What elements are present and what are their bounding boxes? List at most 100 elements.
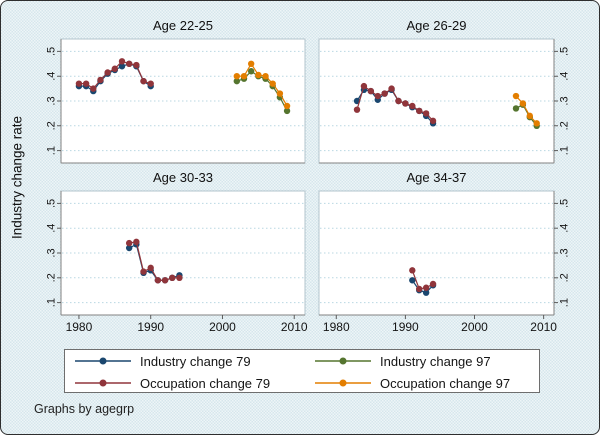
data-point bbox=[161, 277, 169, 284]
data-point bbox=[283, 107, 291, 115]
data-point bbox=[125, 60, 133, 67]
data-point bbox=[374, 92, 381, 100]
graphs-by-note: Graphs by agegrp bbox=[34, 402, 135, 416]
y-tick-label: .5 bbox=[46, 47, 58, 56]
data-point bbox=[429, 117, 437, 125]
x-tick-label: 2000 bbox=[461, 320, 488, 334]
y-tick-label: .1 bbox=[46, 146, 58, 155]
data-point bbox=[133, 61, 140, 69]
legend: Industry change 79 Occupation change 79 … bbox=[64, 349, 540, 393]
data-point bbox=[381, 90, 388, 97]
panel-age-30-33: .5 .4 .3 .2 .1 1980 1990 2000 2010 bbox=[46, 190, 308, 334]
legend-symbol-occupation-97-icon bbox=[315, 379, 371, 387]
y-tick-label: .2 bbox=[46, 273, 58, 282]
data-point bbox=[125, 244, 133, 252]
data-point bbox=[360, 82, 368, 90]
series-line-occupation-change-79 bbox=[411, 270, 434, 290]
legend-symbol-occupation-79-icon bbox=[75, 379, 131, 387]
data-point bbox=[82, 80, 90, 87]
data-point bbox=[422, 289, 430, 296]
legend-entry-industry-79: Industry change 79 bbox=[75, 354, 315, 369]
y-tick-label: .4 bbox=[559, 72, 571, 81]
y-axis-title: Industry change rate bbox=[9, 115, 25, 240]
data-point bbox=[402, 100, 409, 107]
y-tick-label: .2 bbox=[559, 273, 571, 282]
y-tick-label: .1 bbox=[46, 298, 58, 307]
data-point bbox=[118, 63, 126, 70]
data-point bbox=[75, 80, 83, 87]
y-tick-label: .3 bbox=[46, 96, 58, 105]
data-point bbox=[269, 80, 276, 87]
y-tick-label: .3 bbox=[559, 248, 571, 257]
data-point bbox=[276, 90, 284, 97]
data-point bbox=[422, 110, 430, 117]
panel-title-age-22-25: Age 22-25 bbox=[153, 18, 213, 33]
data-point bbox=[416, 107, 423, 115]
data-point bbox=[104, 69, 111, 76]
y-tick-label: .2 bbox=[559, 121, 571, 130]
data-point bbox=[409, 267, 416, 274]
legend-label: Occupation change 79 bbox=[140, 375, 271, 391]
legend-label: Occupation change 97 bbox=[380, 375, 511, 391]
y-tick-label: .4 bbox=[559, 224, 571, 233]
data-point bbox=[125, 239, 133, 247]
y-tick-label: .1 bbox=[559, 298, 571, 307]
x-tick-label: 2010 bbox=[530, 320, 557, 334]
y-tick-label: .4 bbox=[46, 224, 58, 233]
data-point bbox=[255, 71, 262, 79]
data-point bbox=[353, 106, 361, 113]
data-point bbox=[512, 105, 520, 112]
x-tick-label: 2010 bbox=[281, 320, 308, 334]
data-point bbox=[429, 280, 437, 288]
data-point bbox=[140, 77, 147, 85]
data-point bbox=[533, 120, 540, 127]
x-tick-label: 1990 bbox=[392, 320, 419, 334]
panel-title-age-34-37: Age 34-37 bbox=[406, 170, 467, 185]
data-point bbox=[512, 92, 520, 100]
legend-entry-occupation-79: Occupation change 79 bbox=[75, 376, 315, 391]
data-point bbox=[154, 277, 162, 284]
data-point bbox=[247, 68, 255, 75]
x-tick-label: 1980 bbox=[323, 320, 350, 334]
data-point bbox=[233, 77, 241, 85]
legend-symbol-industry-79-icon bbox=[75, 357, 131, 365]
data-point bbox=[147, 264, 154, 272]
panel-title-age-30-33: Age 30-33 bbox=[153, 170, 213, 185]
y-tick-label: .2 bbox=[46, 121, 58, 130]
legend-label: Industry change 97 bbox=[380, 353, 491, 369]
data-point bbox=[519, 100, 527, 107]
y-tick-label: .5 bbox=[559, 47, 571, 56]
x-tick-label: 1980 bbox=[66, 320, 93, 334]
data-point bbox=[409, 277, 416, 284]
series-line-occupation-change-97 bbox=[515, 95, 538, 124]
y-tick-label: .4 bbox=[46, 72, 58, 81]
data-point bbox=[283, 102, 291, 110]
data-point bbox=[176, 274, 183, 281]
y-tick-label: .5 bbox=[559, 199, 571, 208]
panel-title-age-26-29: Age 26-29 bbox=[406, 18, 467, 33]
x-tick-label: 2000 bbox=[209, 320, 236, 334]
series-line-industry-change-79 bbox=[411, 279, 434, 294]
data-point bbox=[422, 284, 430, 291]
data-point bbox=[409, 102, 416, 110]
data-point bbox=[416, 285, 423, 293]
y-tick-label: .5 bbox=[46, 199, 58, 208]
y-tick-label: .1 bbox=[559, 146, 571, 155]
data-point bbox=[233, 73, 241, 80]
data-point bbox=[247, 60, 255, 67]
y-tick-label: .3 bbox=[559, 96, 571, 105]
data-point bbox=[118, 58, 126, 65]
data-point bbox=[140, 268, 147, 275]
panel-age-34-37: .5 .4 .3 .2 .1 1980 1990 2000 2010 bbox=[318, 190, 571, 334]
data-point bbox=[97, 76, 104, 84]
legend-symbol-industry-97-icon bbox=[315, 357, 371, 365]
data-point bbox=[526, 112, 534, 120]
panel-age-22-25: .5 .4 .3 .2 .1 bbox=[46, 38, 306, 164]
y-tick-label: .3 bbox=[46, 248, 58, 257]
data-point bbox=[262, 73, 269, 80]
data-point bbox=[367, 87, 375, 95]
data-point bbox=[111, 65, 119, 72]
x-tick-label: 1990 bbox=[137, 320, 164, 334]
